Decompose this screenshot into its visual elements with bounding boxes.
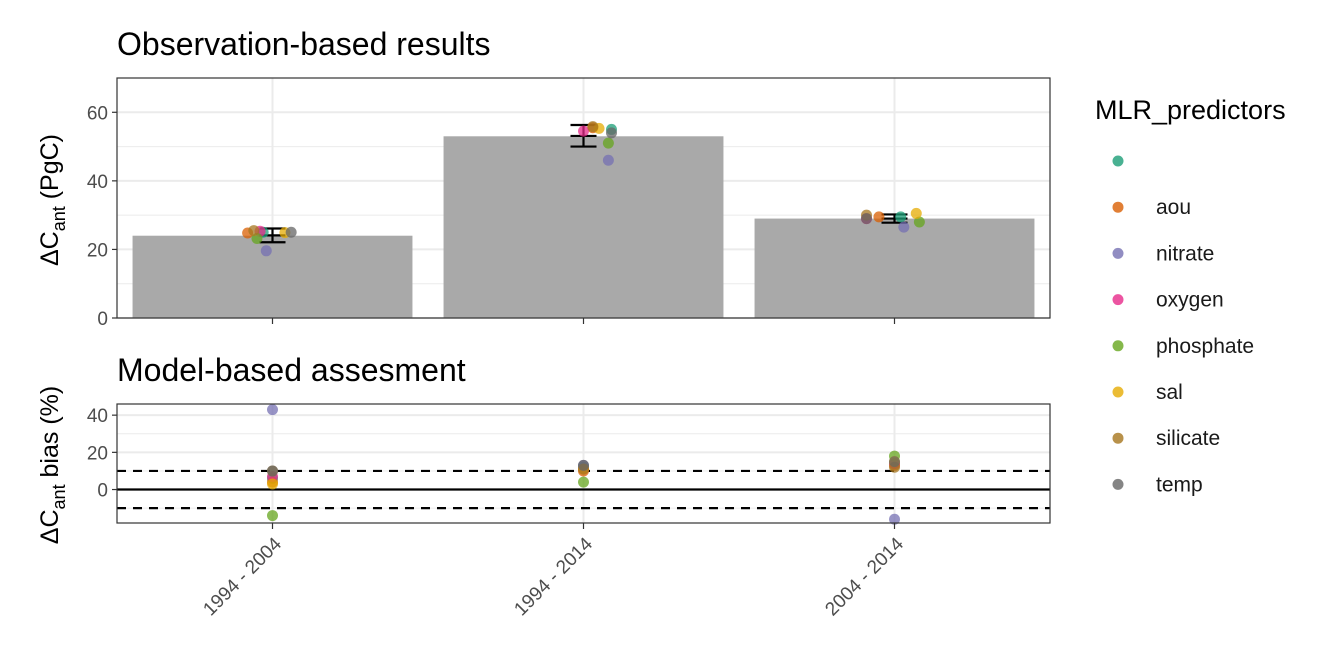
x-tick-label: 1994 - 2004 (199, 533, 286, 620)
point-temp (578, 459, 589, 471)
bar-2004 - 2014 (754, 218, 1035, 318)
legend-swatch (1112, 340, 1124, 352)
legend: MLR_predictors aou nitrate oxygen phosphate… (1095, 95, 1286, 496)
legend-label: phosphate (1156, 335, 1254, 358)
point-nitrate (602, 154, 614, 166)
y-tick-label: 40 (87, 406, 108, 427)
legend-label: silicate (1156, 427, 1220, 450)
y-tick-label: 60 (87, 103, 108, 124)
legend-item-phosphate: phosphate (1112, 335, 1254, 358)
point-silicate (587, 121, 599, 133)
bottom-x-axis: 1994 - 2004 1994 - 2014 2004 - 2014 (199, 523, 908, 620)
legend-item-nitrate: nitrate (1112, 242, 1214, 265)
y-tick-label: 40 (87, 172, 108, 193)
top-x-axis (271, 318, 896, 324)
point-silicate (248, 225, 260, 237)
point-phosphate (267, 510, 278, 522)
point-temp (889, 456, 900, 468)
point-nitrate (260, 245, 272, 257)
point-nitrate (267, 404, 278, 416)
bottom-points (267, 404, 900, 525)
bar-1994 - 2014 (443, 136, 724, 318)
legend-item-temp: temp (1112, 473, 1203, 496)
top-panel-title: Observation-based results (117, 26, 491, 62)
top-y-axis-label: ΔCant (PgC) (36, 134, 69, 266)
legend-title: MLR_predictors (1095, 95, 1286, 125)
point-phosphate (913, 216, 925, 228)
legend-item-oxygen: oxygen (1112, 289, 1224, 312)
top-panel: Observation-based results 0 20 40 60 ΔCant … (36, 26, 1051, 330)
legend-label: nitrate (1156, 242, 1214, 265)
y-tick-label: 20 (87, 443, 108, 464)
point-blank (895, 211, 907, 223)
legend-swatch (1112, 432, 1124, 444)
top-bars (132, 136, 1035, 318)
point-nitrate (898, 221, 910, 233)
legend-swatch (1112, 478, 1124, 490)
point-phosphate (602, 137, 614, 149)
x-tick-label: 2004 - 2014 (821, 533, 908, 620)
point-temp (861, 213, 873, 225)
top-y-axis: 0 20 40 60 (87, 103, 117, 330)
point-aou (873, 211, 885, 223)
point-temp (605, 127, 617, 139)
bottom-y-axis-label: ΔCant bias (%) (36, 386, 69, 544)
legend-label: sal (1156, 381, 1183, 404)
legend-swatch (1112, 201, 1124, 213)
legend-item-silicate: silicate (1112, 427, 1220, 450)
point-sal (267, 478, 278, 490)
legend-item-blank (1112, 155, 1124, 167)
point-sal (910, 207, 922, 219)
top-points (242, 121, 925, 257)
point-nitrate (889, 513, 900, 525)
legend-item-sal: sal (1112, 381, 1183, 404)
y-tick-label: 20 (87, 240, 108, 261)
x-tick-label: 1994 - 2014 (510, 533, 597, 620)
y-tick-label: 0 (97, 481, 108, 502)
point-temp (285, 226, 297, 238)
bar-1994 - 2004 (132, 235, 413, 318)
legend-swatch (1112, 247, 1124, 259)
legend-swatch (1112, 386, 1124, 398)
bottom-y-axis: 0 20 40 (87, 406, 117, 502)
legend-item-aou: aou (1112, 196, 1191, 219)
legend-swatch (1112, 155, 1124, 167)
point-temp (267, 465, 278, 477)
legend-label: temp (1156, 473, 1203, 496)
y-tick-label: 0 (97, 309, 108, 330)
bottom-panel-title: Model-based assesment (117, 352, 466, 388)
point-phosphate (578, 476, 589, 488)
legend-label: aou (1156, 196, 1191, 219)
point-oxygen (578, 125, 589, 137)
legend-swatch (1112, 294, 1124, 306)
legend-label: oxygen (1156, 289, 1224, 312)
